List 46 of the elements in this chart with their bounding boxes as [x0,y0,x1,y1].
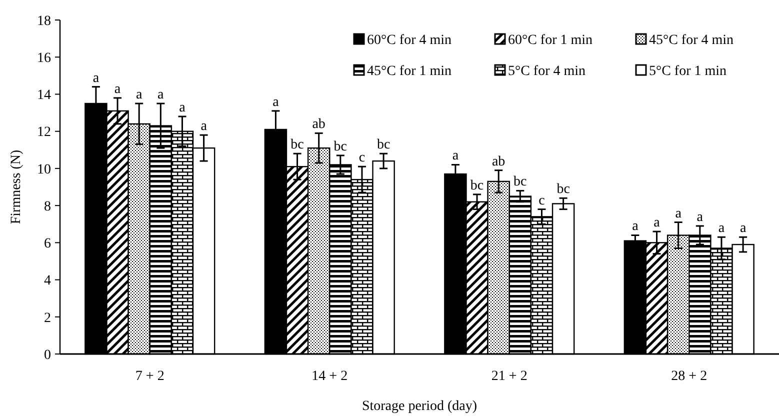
data-label: a [675,206,682,222]
data-label: a [114,82,122,97]
data-label: a [718,221,726,236]
data-label: ab [492,154,506,170]
data-label: a [696,210,704,225]
x-axis-title: Storage period (day) [362,399,478,414]
data-label: a [654,216,661,231]
y-tick-label: 0 [44,348,51,363]
data-label: bc [334,139,348,154]
data-label: bc [470,178,484,194]
y-tick-label: 10 [37,162,51,178]
x-tick-label: 14 + 2 [312,369,348,384]
x-tick-label: 7 + 2 [135,369,164,384]
y-tick-label: 12 [37,125,51,140]
x-tick-label: 28 + 2 [671,369,708,384]
data-label: bc [376,138,390,153]
data-label: bc [290,138,304,153]
data-label: a [272,94,280,110]
data-label: a [740,221,747,236]
data-label: a [158,88,165,102]
data-label: a [632,219,640,234]
legend-label: 45°C for 4 min [649,33,734,48]
legend-label: 5°C for 1 min [649,64,727,79]
legend-label: 5°C for 4 min [508,64,586,79]
data-label: a [452,148,460,164]
data-label: bc [514,174,527,190]
data-label: bc [556,182,570,198]
data-label: a [92,70,100,86]
y-tick-label: 16 [37,51,51,66]
data-label: c [538,193,545,208]
data-label: c [358,150,366,166]
y-tick-label: 4 [44,274,51,289]
x-tick-label: 21 + 2 [491,369,528,384]
data-label: ab [312,117,326,132]
data-label: a [179,100,186,116]
legend-label: 60°C for 4 min [367,33,452,48]
legend-label: 60°C for 1 min [508,33,593,48]
legend-label: 45°C for 1 min [367,64,452,79]
data-label: a [200,119,208,134]
data-label: a [136,88,143,102]
y-axis-title: Firmness (N) [9,150,24,224]
y-tick-label: 6 [44,236,51,252]
y-tick-label: 8 [44,199,51,214]
y-tick-label: 2 [44,310,51,326]
y-tick-label: 18 [37,14,51,29]
y-tick-label: 14 [37,88,51,104]
